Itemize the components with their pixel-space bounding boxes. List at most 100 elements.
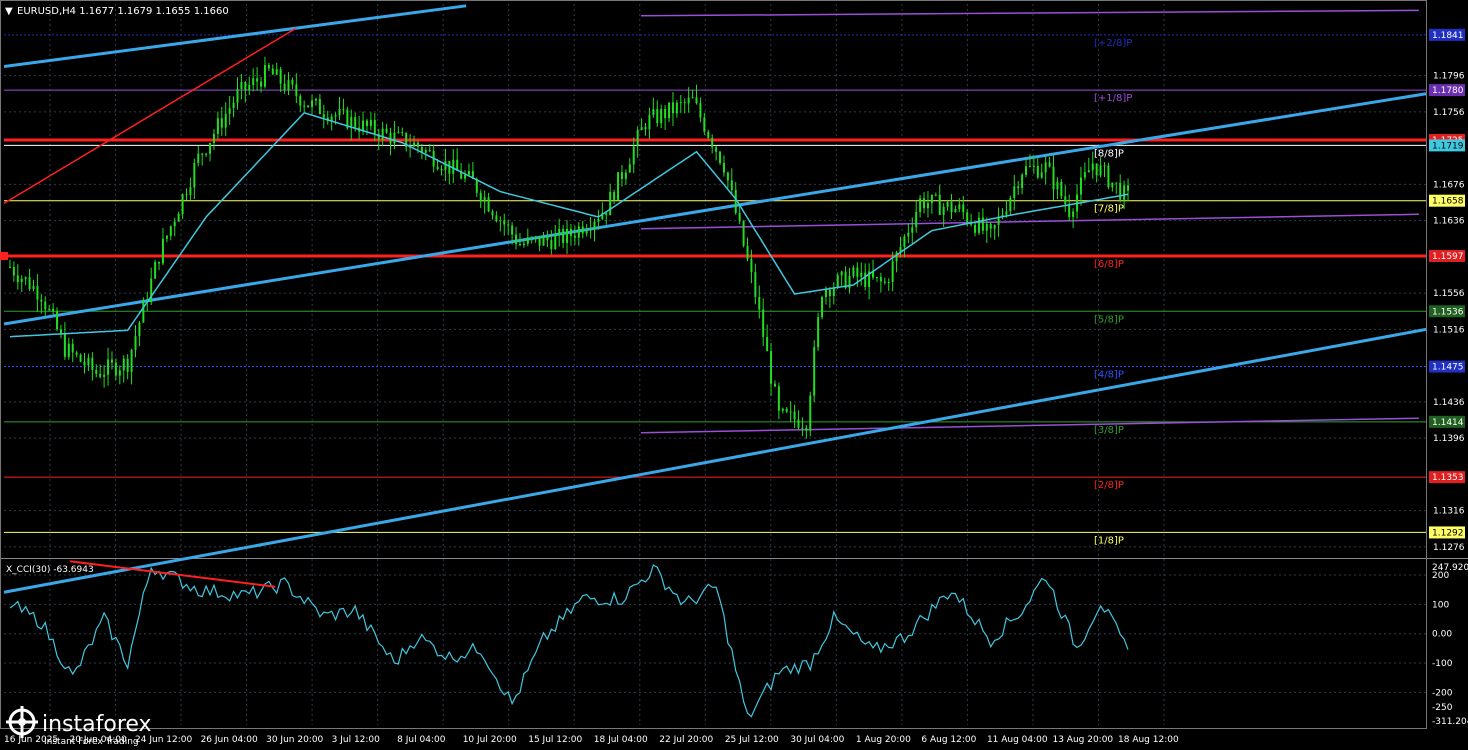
candle-body [291, 79, 294, 85]
candle-body [683, 102, 686, 104]
candle-body [589, 229, 592, 231]
candle-body [699, 103, 702, 118]
candle-body [911, 227, 914, 233]
candle-body [436, 166, 439, 170]
candle-body [110, 359, 113, 363]
cci-tick-label: 200 [1432, 571, 1449, 581]
candle-body [989, 223, 992, 229]
candle-body [926, 203, 929, 209]
candle-body [401, 131, 404, 133]
candle-body [668, 102, 671, 119]
candle-body [1013, 186, 1016, 199]
candle-body [8, 266, 11, 268]
candle-body [1044, 162, 1047, 173]
candle-body [169, 226, 172, 236]
time-tick-label: 1 Aug 20:00 [856, 735, 911, 745]
candle-body [63, 333, 66, 357]
candle-body [797, 419, 800, 428]
candle-body [620, 172, 623, 179]
candle-body [385, 128, 388, 133]
murrey-level-label: [7/8]P [1094, 204, 1124, 215]
candle-body [267, 65, 270, 69]
candle-body [499, 220, 502, 222]
candle-body [660, 108, 663, 124]
price-tick-label: 1.1276 [1433, 543, 1465, 553]
candle-body [1056, 182, 1059, 190]
price-tick-label: 1.1796 [1433, 72, 1465, 82]
candle-body [467, 171, 470, 175]
time-tick-label: 13 Aug 20:00 [1052, 735, 1113, 745]
candle-body [220, 118, 223, 128]
candle-body [887, 281, 890, 283]
trend-line [3, 327, 1427, 594]
candle-body [428, 150, 431, 152]
candle-body [36, 286, 39, 300]
time-tick-label: 8 Jul 04:00 [397, 735, 446, 745]
time-axis: 16 Jun 2025 20 Jun 04:00 24 Jun 12:00 26 Ju… [4, 735, 1179, 745]
candle-body [1072, 211, 1075, 217]
candle-body [263, 65, 266, 87]
candle-body [20, 278, 23, 283]
candle-body [248, 85, 251, 91]
candle-body [487, 197, 490, 212]
candle-body [271, 68, 274, 75]
candle-body [413, 142, 416, 147]
candle-body [636, 130, 639, 147]
candle-body [515, 234, 518, 244]
candle-body [656, 109, 659, 124]
candle-body [577, 226, 580, 238]
candle-body [864, 272, 867, 287]
candle-body [891, 261, 894, 282]
candle-body [707, 131, 710, 138]
murrey-level-label: [1/8]P [1094, 535, 1124, 546]
candle-body [338, 108, 341, 116]
candle-body [503, 220, 506, 225]
candle-body [1052, 166, 1055, 190]
candle-body [742, 221, 745, 246]
candle-body [44, 301, 47, 310]
candle-body [711, 137, 714, 148]
candle-body [962, 204, 965, 213]
chart-header-triangle[interactable]: ▼ [5, 6, 13, 17]
cci-tick-label: -250 [1432, 703, 1453, 713]
candle-body [581, 226, 584, 234]
candle-body [824, 289, 827, 298]
price-tag [1429, 194, 1465, 207]
candle-body [362, 120, 365, 132]
candle-body [299, 95, 302, 106]
candle-body [275, 69, 278, 75]
candle-body [644, 127, 647, 130]
candle-body [781, 408, 784, 411]
price-tag-label: 1.1292 [1432, 528, 1464, 538]
candle-body [773, 383, 776, 387]
candle-body [840, 271, 843, 276]
candle-body [12, 267, 15, 276]
candle-body [1032, 165, 1035, 167]
candle-body [464, 174, 467, 179]
candle-body [67, 343, 70, 357]
candle-body [977, 217, 980, 233]
cci-tick-label: -200 [1432, 688, 1453, 698]
candle-body [122, 358, 125, 371]
candle-body [283, 83, 286, 90]
candle-body [573, 235, 576, 238]
time-tick-label: 20 Jun 04:00 [70, 735, 127, 745]
level-marker [0, 251, 8, 260]
purple-channel-line [641, 417, 1419, 434]
candle-body [695, 97, 698, 104]
candle-body [585, 230, 588, 234]
candle-body [118, 370, 121, 376]
candle-body [365, 120, 368, 127]
candle-body [165, 235, 168, 239]
price-tag-label: 1.1597 [1432, 252, 1464, 262]
cci-tick-label: 100 [1432, 600, 1449, 610]
candle-body [173, 221, 176, 227]
candle-body [609, 191, 612, 216]
candle-body [126, 358, 129, 372]
candle-body [507, 224, 510, 226]
trend-line [3, 92, 1427, 326]
candle-body [946, 201, 949, 207]
candle-body [687, 97, 690, 104]
candle-body [28, 277, 31, 290]
candle-body [550, 240, 553, 249]
